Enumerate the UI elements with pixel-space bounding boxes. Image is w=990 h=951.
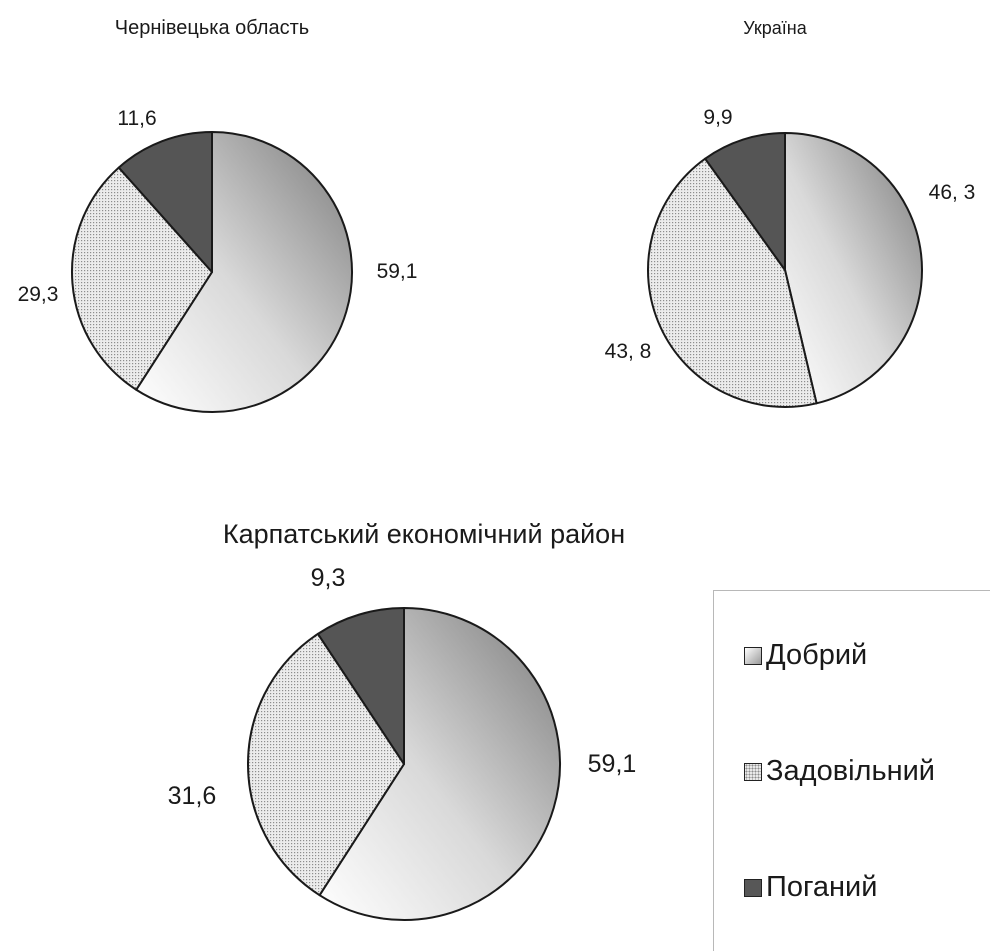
legend-swatch-good bbox=[744, 646, 762, 665]
data-label-good: 59,1 bbox=[588, 750, 637, 778]
data-label-good: 46, 3 bbox=[929, 181, 976, 204]
pie-title: Карпатський економічний район bbox=[223, 519, 625, 549]
pie-chart-3: Карпатський економічний район 59,1 31,6 9,3 bbox=[168, 519, 637, 921]
legend-item-bad: Поганий bbox=[744, 871, 877, 904]
data-label-bad: 9,9 bbox=[703, 106, 732, 129]
legend-swatch-bad bbox=[744, 878, 762, 897]
legend-item-fair: Задовільний bbox=[744, 755, 935, 788]
pie-chart-2: Україна 46, 3 43, 8 9,9 bbox=[605, 18, 976, 408]
pie-title: Україна bbox=[743, 18, 807, 38]
legend-item-good: Добрий bbox=[744, 639, 867, 672]
pie-slice-good bbox=[135, 131, 353, 413]
legend-label-fair: Задовільний bbox=[766, 755, 935, 787]
legend: Добрий Задовільний Поганий bbox=[713, 590, 990, 951]
pie-slice-bad bbox=[704, 132, 786, 271]
pie-slice-fair bbox=[647, 157, 818, 408]
data-label-fair: 29,3 bbox=[18, 283, 59, 306]
legend-swatch-fair bbox=[744, 762, 762, 781]
data-label-fair: 31,6 bbox=[168, 782, 217, 810]
data-label-fair: 43, 8 bbox=[605, 340, 652, 363]
data-label-bad: 9,3 bbox=[311, 564, 346, 592]
pie-slice-good bbox=[318, 607, 561, 921]
legend-label-good: Добрий bbox=[766, 639, 868, 671]
pie-slice-bad bbox=[117, 131, 213, 273]
pie-title: Чернівецька область bbox=[115, 17, 309, 39]
pie-slice-fair bbox=[71, 166, 213, 391]
data-label-bad: 11,6 bbox=[117, 107, 156, 130]
pie-chart-1: Чернівецька область 59,1 29,3 11,6 bbox=[18, 17, 418, 413]
legend-label-bad: Поганий bbox=[766, 871, 878, 903]
pie-slice-fair bbox=[247, 632, 405, 897]
pie-slice-bad bbox=[316, 607, 405, 765]
pie-slice-good bbox=[784, 132, 923, 405]
data-label-good: 59,1 bbox=[377, 260, 418, 283]
